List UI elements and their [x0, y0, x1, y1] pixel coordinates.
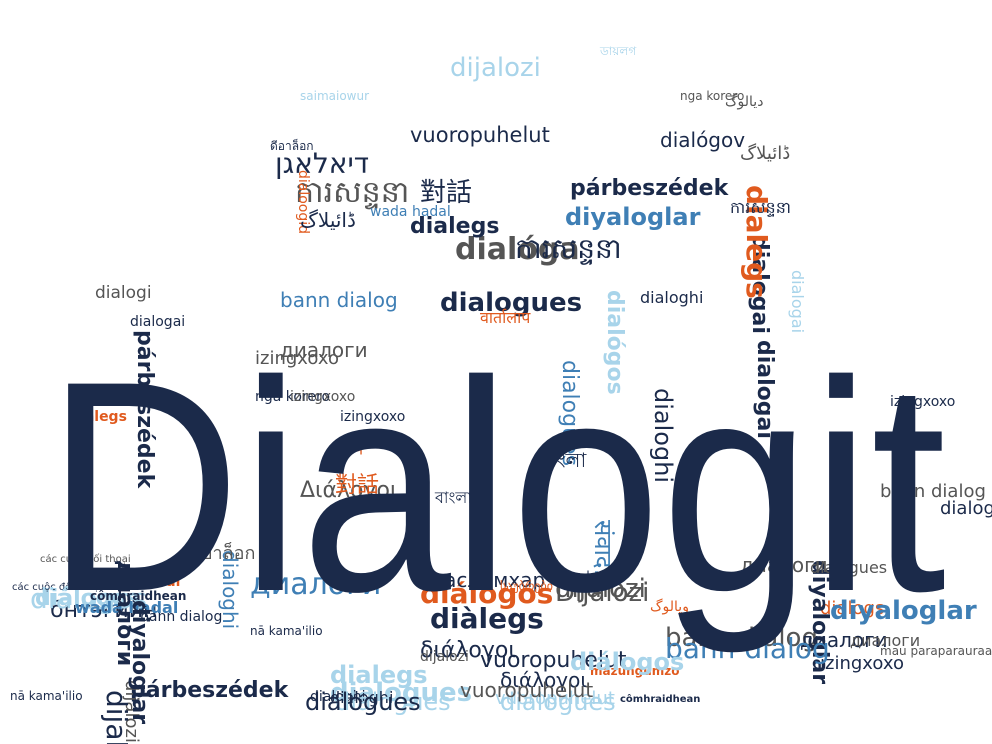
cloud-word: izingxoxo — [290, 389, 356, 405]
cloud-word: диалоги — [112, 560, 137, 667]
cloud-word: dialógov — [660, 128, 746, 152]
cloud-word: dialogues — [335, 688, 451, 716]
cloud-word: cômhraidhean — [620, 694, 701, 705]
cloud-word: диалоги — [800, 628, 888, 652]
cloud-word: dialoghi — [330, 688, 394, 707]
cloud-word: диалоги — [280, 338, 368, 362]
cloud-word: dialoghi — [640, 288, 704, 307]
cloud-word: nā kama'ilio — [250, 624, 323, 638]
cloud-word: საუბრები — [500, 579, 553, 593]
cloud-word: vuoropuhelut — [460, 678, 594, 702]
cloud-word: diyaloglar — [807, 560, 832, 685]
cloud-word: دیالوگ — [725, 94, 764, 110]
cloud-word: ការសន្ទនា — [295, 175, 410, 210]
cloud-word: nā kama'ilio — [10, 689, 83, 703]
cloud-word: dijalozi — [100, 690, 133, 744]
cloud-word: bann dialog — [140, 609, 223, 625]
cloud-word: বাংলা — [435, 488, 472, 507]
cloud-word: Διάλογοι — [300, 478, 398, 503]
cloud-word: dialóga — [455, 232, 580, 267]
cloud-word: párbeszédek — [130, 678, 289, 703]
cloud-word: dialogs — [820, 598, 885, 619]
cloud-word: ការសន្ទនា — [515, 232, 622, 265]
cloud-word: диалоги — [250, 567, 382, 602]
cloud-word: wada hadal — [75, 598, 179, 617]
cloud-word: Dijalozi — [555, 578, 650, 608]
cloud-word: dialogues — [810, 558, 888, 577]
cloud-word: vuoropuhelut — [480, 648, 627, 673]
cloud-word: ការសន្ទនា — [730, 198, 791, 217]
cloud-word: dialogues — [500, 688, 616, 716]
cloud-word: dialegs — [70, 409, 127, 425]
cloud-word: dijalozi — [450, 53, 541, 83]
cloud-word: dialógos — [602, 290, 627, 395]
cloud-word: bann dialog — [665, 632, 830, 665]
cloud-word: izingxoxo — [820, 653, 904, 674]
cloud-word: cômhraidhean — [90, 589, 187, 603]
cloud-word: diálogos — [30, 582, 148, 615]
cloud-word: mazungumzo — [590, 664, 680, 678]
cloud-word: mau paraparauraa — [880, 644, 992, 658]
cloud-word: dialegs — [330, 661, 428, 689]
cloud-word: 대화 — [335, 438, 365, 457]
cloud-word: izingxoxo — [890, 394, 956, 410]
cloud-word: dialogai — [752, 340, 777, 439]
cloud-word: διάλογοι — [500, 668, 588, 692]
cloud-word: bann dialog — [665, 623, 818, 653]
cloud-word: wada hadal — [370, 204, 451, 220]
cloud-word: nga korero — [560, 569, 625, 583]
cloud-word: bann dialog — [880, 481, 986, 502]
cloud-word: dialogi — [95, 283, 152, 303]
cloud-word: диалоги — [850, 631, 921, 650]
cloud-word: ویالوگ — [650, 599, 689, 615]
cloud-word: bann dialog — [280, 288, 398, 312]
cloud-word: 對話 — [335, 473, 380, 498]
cloud-word: 對話 — [420, 178, 473, 208]
cloud-word: διάλογοι — [420, 638, 516, 663]
cloud-word: dijalozi — [420, 649, 469, 665]
cloud-word: saimaiowur — [300, 89, 370, 103]
cloud-word: ڈائیلاگ — [740, 143, 791, 164]
cloud-word: דיאלאגן — [275, 147, 370, 180]
cloud-word: dialoghi — [310, 689, 366, 705]
cloud-word: diyaloglar — [830, 596, 977, 626]
cloud-word: বাংলা — [540, 448, 587, 472]
cloud-word: vuoropuhelut — [495, 688, 615, 709]
cloud-word: các cuộc đối thoại — [40, 554, 131, 565]
cloud-word: nga korero — [680, 89, 745, 103]
cloud-word: ডায়লগ — [600, 44, 637, 58]
cloud-word: izingxoxo — [340, 409, 406, 425]
cloud-word: diálogos — [420, 577, 554, 610]
cloud-word: диалоги — [740, 553, 828, 577]
cloud-word: nga korero — [255, 389, 331, 405]
cloud-word: dijalozi — [555, 574, 646, 604]
cloud-word: diyaloglar — [565, 203, 701, 231]
cloud-word: izingxoxo — [255, 348, 339, 369]
cloud-word: ดีอาล็อก — [270, 139, 314, 153]
cloud-word: бхаслнмхар — [420, 568, 546, 592]
cloud-word: diálogos — [570, 648, 685, 676]
cloud-word: wada hadal — [90, 574, 181, 590]
cloud-word: diàlegs — [430, 602, 544, 635]
cloud-word: vuoropuhelut — [410, 123, 550, 147]
cloud-word: dialoghi — [940, 498, 992, 519]
cloud-word: वार्तालाप — [480, 308, 531, 327]
cloud-word: párbeszédek — [132, 330, 157, 489]
cloud-word: dialogues — [330, 678, 473, 708]
cloud-word: dialoghi — [649, 388, 677, 484]
cloud-word: các cuộc đối thoại — [12, 582, 103, 593]
cloud-word: ดีอาล็อก — [190, 543, 256, 564]
cloud-word: párbeszédek — [570, 176, 729, 201]
cloud-word: dialegs — [410, 214, 500, 239]
cloud-word: dialogues — [305, 688, 421, 716]
cloud-word: dialogai — [788, 270, 807, 334]
cloud-word: бнтэгийн — [50, 598, 158, 623]
cloud-word: dialogues — [440, 288, 583, 318]
cloud-word: diálogos — [35, 586, 140, 611]
cloud-word: ڈائیلاگ — [300, 208, 356, 232]
cloud-word: dialogai — [130, 314, 186, 330]
